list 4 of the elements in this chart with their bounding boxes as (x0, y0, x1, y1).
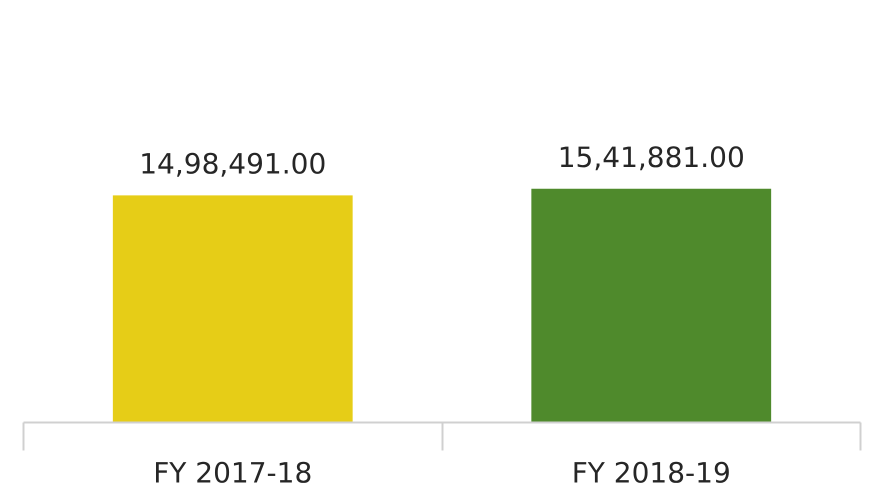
x-tick-label: FY 2017-18 (153, 456, 312, 490)
data-label: 14,98,491.00 (139, 147, 326, 180)
data-label: 15,41,881.00 (558, 140, 745, 174)
x-tick-label: FY 2018-19 (572, 456, 731, 490)
